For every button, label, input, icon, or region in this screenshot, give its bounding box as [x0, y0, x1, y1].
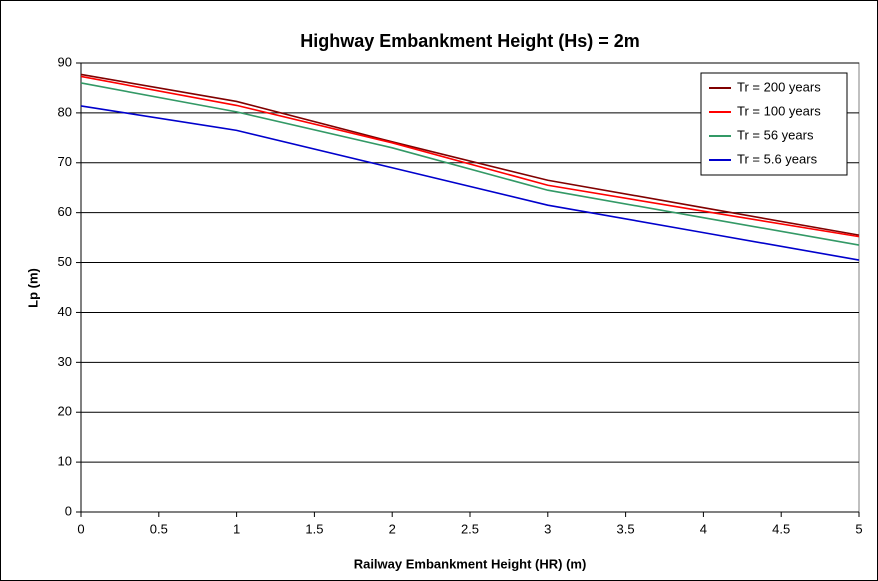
x-tick-label: 5 [855, 521, 862, 536]
x-tick-label: 4 [700, 521, 707, 536]
y-tick-label: 30 [58, 354, 72, 369]
legend-label: Tr = 56 years [737, 127, 814, 142]
chart-title: Highway Embankment Height (Hs) = 2m [300, 31, 640, 51]
y-tick-label: 10 [58, 454, 72, 469]
legend-label: Tr = 100 years [737, 103, 821, 118]
series-line [80, 75, 860, 238]
legend-label: Tr = 5.6 years [737, 151, 818, 166]
legend-box [700, 72, 848, 176]
x-tick-label: 2 [389, 521, 396, 536]
y-tick-label: 50 [58, 254, 72, 269]
y-tick-label: 90 [58, 54, 72, 69]
x-tick-label: 1 [233, 521, 240, 536]
y-tick-label: 60 [58, 204, 72, 219]
x-tick-label: 0.5 [150, 521, 168, 536]
x-axis-label: Railway Embankment Height (HR) (m) [354, 556, 587, 571]
x-tick-label: 1.5 [305, 521, 323, 536]
series-line [80, 82, 860, 246]
x-tick-label: 4.5 [772, 521, 790, 536]
series-line [80, 105, 860, 261]
y-tick-label: 20 [58, 404, 72, 419]
legend-label: Tr = 200 years [737, 79, 821, 94]
y-tick-label: 40 [58, 304, 72, 319]
series-line [80, 73, 860, 236]
y-tick-label: 70 [58, 154, 72, 169]
y-tick-label: 0 [65, 503, 72, 518]
y-tick-label: 80 [58, 104, 72, 119]
x-tick-label: 0 [77, 521, 84, 536]
x-tick-label: 3.5 [617, 521, 635, 536]
x-tick-label: 2.5 [461, 521, 479, 536]
y-axis-label: Lp (m) [25, 268, 40, 308]
x-tick-label: 3 [544, 521, 551, 536]
